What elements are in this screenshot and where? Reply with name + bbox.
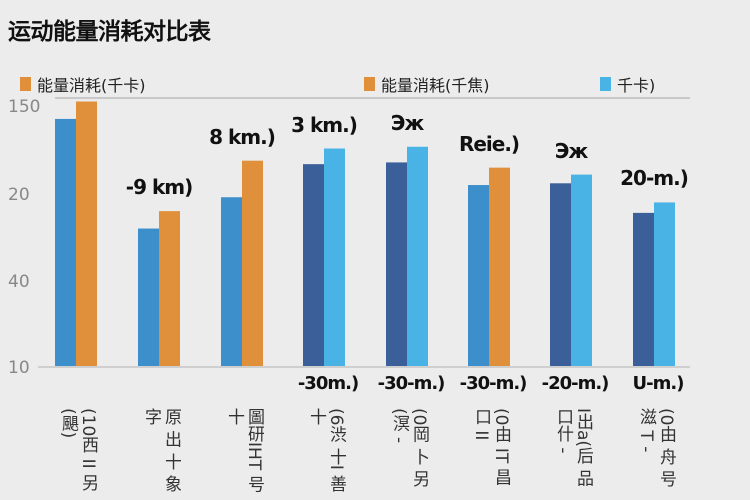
bar [221, 197, 242, 366]
bar [654, 202, 675, 366]
bar [138, 228, 159, 366]
bar [76, 101, 97, 367]
x-tick-label: (10西 II 另(颶) [58, 408, 98, 492]
x-tick-label: (0由 舟 号滋 T - [636, 408, 676, 488]
y-tick-label: 20 [8, 185, 30, 205]
bar [550, 183, 571, 366]
data-label-above: Эж [390, 110, 425, 135]
y-tick-label: 40 [8, 272, 30, 292]
y-tick-label: 10 [8, 358, 30, 378]
data-label-above: Эж [554, 138, 589, 163]
data-label-above: 20-m.) [620, 166, 689, 191]
legend-swatch [20, 77, 31, 91]
bar [242, 160, 263, 366]
legend-item-kj: 能量消耗(千焦) [364, 72, 490, 96]
bar [159, 211, 180, 366]
data-label-above: -9 km) [125, 175, 193, 200]
x-tick-label: I出a(后 品口什 - [553, 408, 593, 487]
legend-swatch [600, 77, 611, 91]
bar [324, 148, 345, 366]
legend-label: 能量消耗(千焦) [381, 76, 490, 95]
legend-label: 千卡) [617, 76, 656, 95]
bar [633, 212, 654, 366]
data-label-above: 8 km.) [209, 124, 276, 149]
data-label-below: -30-m.) [459, 373, 528, 394]
bar [303, 164, 324, 366]
data-label-below: -30m.) [297, 373, 359, 394]
data-label-below: -30-m.) [377, 373, 446, 394]
chart-title: 运动能量消耗对比表 [8, 19, 211, 45]
x-tick-label: 原 出 十 象字 [141, 408, 181, 493]
data-label-above: 3 km.) [291, 112, 358, 137]
legend-label: 能量消耗(千卡) [37, 76, 146, 95]
legend-swatch [364, 77, 375, 91]
bar [407, 146, 428, 366]
bar [55, 118, 76, 366]
x-tick-label: (6渋 十I 善 十 [306, 408, 346, 493]
bar [571, 174, 592, 366]
legend-item-kcal-2: 千卡) [600, 72, 655, 96]
legend-item-kcal: 能量消耗(千卡) [20, 72, 146, 96]
data-label-below: -20-m.) [541, 373, 610, 394]
bar [468, 185, 489, 366]
y-tick-label: 150 [8, 97, 40, 117]
bar [386, 162, 407, 366]
bar [489, 167, 510, 366]
x-tick-label: (0岡 卜 另(溟 - [389, 408, 429, 488]
x-tick-label: (0由 IT 昌口 II [471, 408, 511, 486]
x-tick-label: 圖研IHT 号 十 [224, 408, 264, 493]
data-label-above: Reie.) [458, 131, 520, 156]
data-label-below: U-m.) [632, 373, 685, 394]
